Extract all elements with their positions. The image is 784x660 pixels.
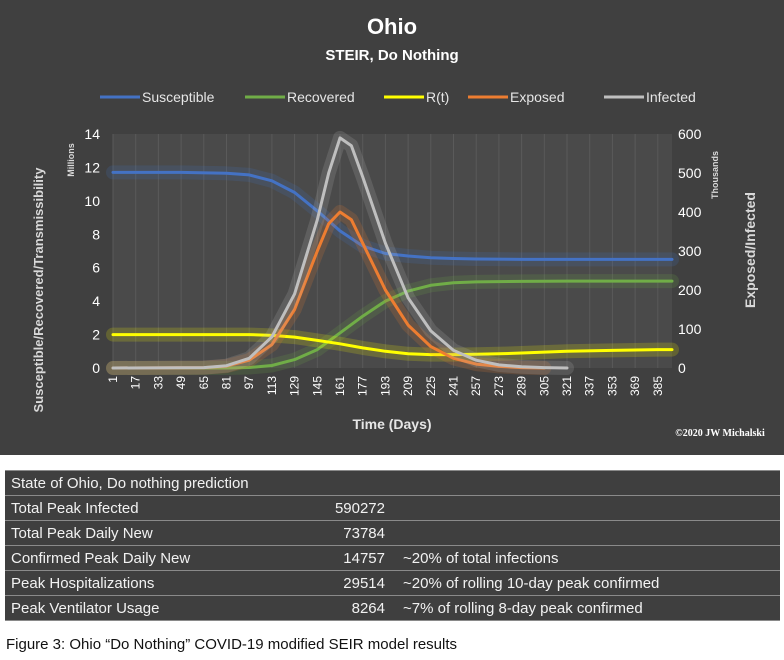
x-tick-label: 1 xyxy=(106,376,120,383)
table-row: Total Peak Daily New 73784 xyxy=(5,520,780,546)
chart-subtitle: STEIR, Do Nothing xyxy=(325,47,458,64)
y-axis-label-left: Susceptible/Recovered/Transmissibility xyxy=(31,167,46,413)
row-value: 14757 xyxy=(299,545,389,571)
chart-svg: Ohio STEIR, Do Nothing Susceptible Recovere… xyxy=(31,14,765,439)
x-tick-label: 97 xyxy=(242,376,256,390)
row-label: Confirmed Peak Daily New xyxy=(5,545,299,571)
x-tick-label: 273 xyxy=(492,376,506,396)
row-value: 8264 xyxy=(299,595,389,621)
x-tick-label: 193 xyxy=(378,376,392,396)
x-tick-label: 225 xyxy=(424,376,438,396)
y-tick-right: 600 xyxy=(678,126,702,142)
row-note: ~20% of total infections xyxy=(389,545,780,571)
y-tick-right: 0 xyxy=(678,360,686,376)
x-tick-label: 257 xyxy=(469,376,483,396)
x-tick-label: 289 xyxy=(515,376,529,396)
y-tick-left: 2 xyxy=(92,327,100,343)
x-tick-label: 129 xyxy=(288,376,302,396)
legend-label: Infected xyxy=(646,89,696,105)
summary-table: State of Ohio, Do nothing prediction Tot… xyxy=(5,470,780,621)
x-tick-label: 209 xyxy=(401,376,415,396)
table-row: Peak Ventilator Usage 8264 ~7% of rollin… xyxy=(5,595,780,621)
y-tick-left: 0 xyxy=(92,360,100,376)
y-tick-left: 6 xyxy=(92,260,100,276)
y-axis-label-right: Exposed/Infected xyxy=(742,192,758,308)
y-tick-left: 4 xyxy=(92,293,100,309)
series-line xyxy=(111,333,674,357)
x-tick-label: 321 xyxy=(560,376,574,396)
legend-label: Recovered xyxy=(287,89,355,105)
x-tick-label: 65 xyxy=(197,376,211,390)
x-tick-label: 369 xyxy=(628,376,642,396)
y-tick-left: 12 xyxy=(84,159,100,175)
row-label: Peak Hospitalizations xyxy=(5,570,299,596)
y-tick-right: 500 xyxy=(678,165,702,181)
legend-label: Susceptible xyxy=(142,89,215,105)
y-axis-unit-left: Millions xyxy=(66,143,76,177)
table-row: Peak Hospitalizations 29514 ~20% of roll… xyxy=(5,570,780,596)
x-tick-label: 305 xyxy=(537,376,551,396)
y-tick-right: 300 xyxy=(678,243,702,259)
legend-label: Exposed xyxy=(510,89,564,105)
y-tick-left: 8 xyxy=(92,226,100,242)
series-line xyxy=(111,279,674,370)
x-tick-label: 161 xyxy=(333,376,347,396)
chart-credit: ©2020 JW Michalski xyxy=(675,428,765,439)
table-row: Total Peak Infected 590272 xyxy=(5,495,780,521)
x-tick-label: 385 xyxy=(651,376,665,396)
x-tick-label: 17 xyxy=(129,376,143,390)
y-axis-unit-right: Thousands xyxy=(710,151,720,199)
x-tick-label: 353 xyxy=(605,376,619,396)
figure-caption: Figure 3: Ohio “Do Nothing” COVID-19 mod… xyxy=(6,636,458,653)
series-line xyxy=(111,136,569,370)
y-tick-right: 100 xyxy=(678,321,702,337)
x-tick-label: 113 xyxy=(265,376,279,395)
y-tick-left: 10 xyxy=(84,193,100,209)
row-value: 29514 xyxy=(299,570,389,596)
row-label: Total Peak Daily New xyxy=(5,520,299,546)
x-tick-label: 81 xyxy=(220,376,234,390)
x-tick-label: 337 xyxy=(583,376,597,396)
x-tick-label: 33 xyxy=(151,376,165,390)
row-note xyxy=(389,520,780,546)
y-tick-left: 14 xyxy=(84,126,100,142)
x-tick-label: 241 xyxy=(447,376,461,396)
x-tick-label: 177 xyxy=(356,376,370,396)
table-row: Confirmed Peak Daily New 14757 ~20% of t… xyxy=(5,545,780,571)
y-tick-right: 400 xyxy=(678,204,702,220)
series-line xyxy=(111,210,546,370)
chart-panel: Ohio STEIR, Do Nothing Susceptible Recovere… xyxy=(0,0,784,455)
row-value: 590272 xyxy=(299,495,389,521)
table-title: State of Ohio, Do nothing prediction xyxy=(5,470,780,496)
x-tick-label: 49 xyxy=(174,376,188,390)
table-title-row: State of Ohio, Do nothing prediction xyxy=(5,470,780,496)
y-tick-right: 200 xyxy=(678,282,702,298)
row-value: 73784 xyxy=(299,520,389,546)
x-tick-label: 145 xyxy=(310,376,324,396)
row-note: ~20% of rolling 10-day peak confirmed xyxy=(389,570,780,596)
chart-title: Ohio xyxy=(367,14,417,39)
row-note xyxy=(389,495,780,521)
row-label: Peak Ventilator Usage xyxy=(5,595,299,621)
row-note: ~7% of rolling 8-day peak confirmed xyxy=(389,595,780,621)
legend-label: R(t) xyxy=(426,89,449,105)
series-line xyxy=(111,170,674,261)
row-label: Total Peak Infected xyxy=(5,495,299,521)
x-axis-label: Time (Days) xyxy=(352,416,431,432)
